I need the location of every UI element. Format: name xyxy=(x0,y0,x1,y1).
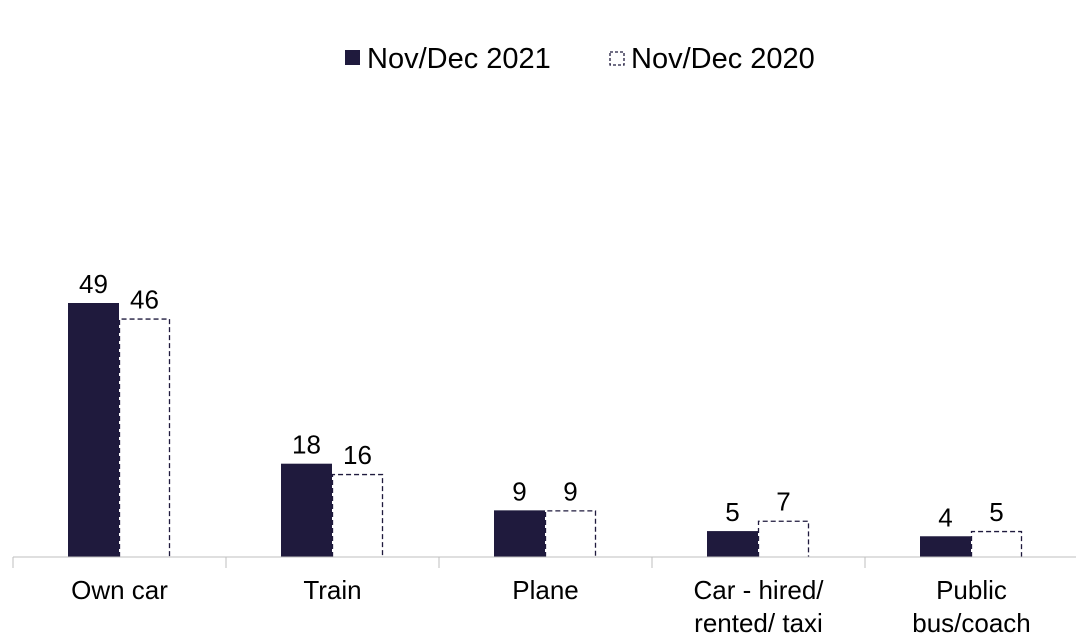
data-label-2021: 4 xyxy=(938,502,952,532)
category-label: Public xyxy=(936,575,1007,605)
bar-nov-dec-2020 xyxy=(118,318,171,557)
bar-nov-dec-2020 xyxy=(970,530,1023,557)
bar-nov-dec-2021 xyxy=(494,510,545,557)
bar-nov-dec-2020 xyxy=(757,520,810,557)
data-label-2021: 9 xyxy=(512,476,526,506)
data-label-2020: 16 xyxy=(343,440,372,470)
bar-nov-dec-2020 xyxy=(544,510,597,557)
data-label-2020: 5 xyxy=(989,497,1003,527)
x-axis: Own car Train Plane Car - hired/rented/ tax… xyxy=(12,556,1076,635)
bar-nov-dec-2021 xyxy=(281,463,332,557)
bar-nov-dec-2020 xyxy=(331,473,384,557)
bar-nov-dec-2021 xyxy=(707,531,758,557)
data-label-2020: 46 xyxy=(130,285,159,315)
data-label-2020: 9 xyxy=(563,476,577,506)
legend-swatch-2021 xyxy=(345,50,360,65)
bar-nov-dec-2021 xyxy=(68,303,119,557)
category-label: Own car xyxy=(71,575,168,605)
data-label-2021: 5 xyxy=(725,497,739,527)
category-label: Plane xyxy=(512,575,579,605)
legend-label-2021: Nov/Dec 2021 xyxy=(367,43,551,75)
data-label-2020: 7 xyxy=(776,487,790,517)
legend: Nov/Dec 2021 Nov/Dec 2020 xyxy=(345,43,815,75)
legend-swatch-2020 xyxy=(609,51,625,66)
category-label: Train xyxy=(303,575,361,605)
bar-nov-dec-2021 xyxy=(920,536,971,557)
data-label-2021: 49 xyxy=(79,269,108,299)
category-label: rented/ taxi xyxy=(694,608,823,635)
data-label-2021: 18 xyxy=(292,430,321,460)
legend-label-2020: Nov/Dec 2020 xyxy=(631,43,815,75)
category-label: Car - hired/ xyxy=(693,575,824,605)
category-label: bus/coach xyxy=(912,608,1031,635)
bars: 49 46 18 16 9 9 5 7 4 5 xyxy=(68,269,1023,557)
